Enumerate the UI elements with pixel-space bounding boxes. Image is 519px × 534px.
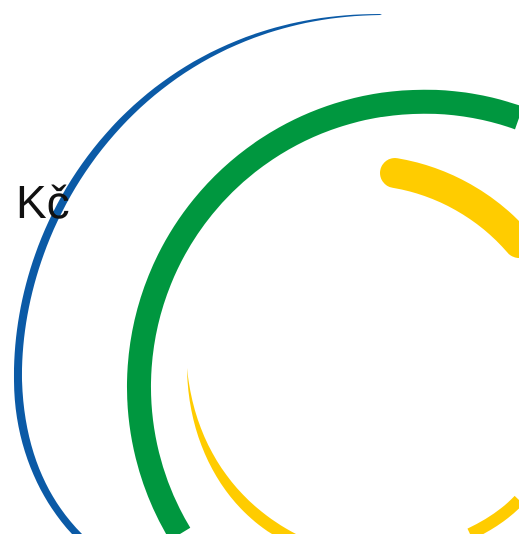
- blue-swoosh: [14, 14, 382, 534]
- yellow-thick-arc: [395, 173, 519, 243]
- currency-symbol: Kč: [16, 174, 70, 230]
- green-ring: [139, 102, 519, 534]
- yellow-thin-arc: [187, 368, 296, 534]
- yellow-lower-right-arc: [470, 500, 519, 534]
